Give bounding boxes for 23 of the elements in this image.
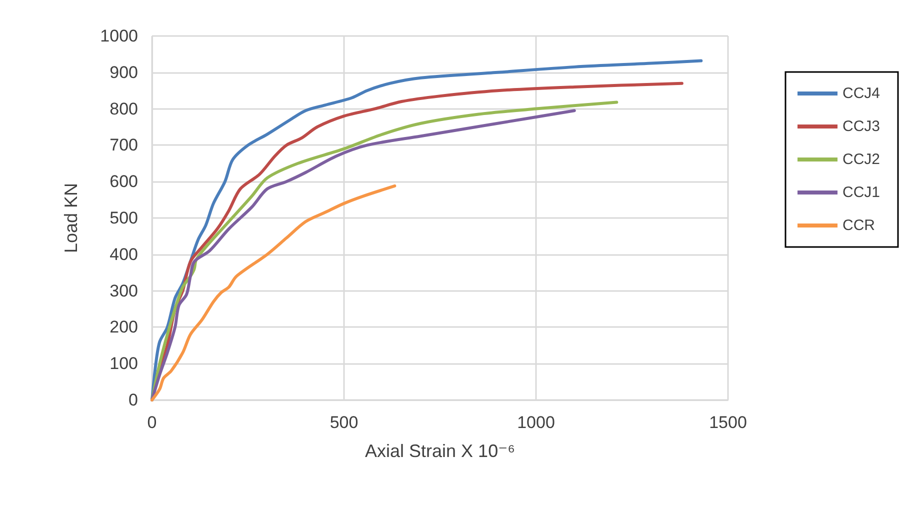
x-axis-title: Axial Strain X 10⁻⁶ (365, 441, 515, 461)
y-tick-label: 600 (110, 172, 138, 192)
y-tick-label: 400 (110, 244, 138, 264)
legend-label: CCJ4 (842, 85, 880, 102)
legend-label: CCJ2 (842, 151, 880, 168)
x-tick-label: 500 (330, 413, 358, 432)
y-tick-label: 100 (110, 354, 138, 374)
x-tick-label: 1500 (709, 413, 747, 432)
line-series (150, 184, 396, 402)
x-tick-label: 0 (147, 413, 157, 432)
y-tick-label: 700 (110, 136, 138, 155)
y-tick-label: 0 (128, 390, 138, 410)
legend-label: CCJ1 (842, 184, 880, 201)
y-axis-title: Load KN (61, 182, 81, 254)
y-tick-label: 200 (110, 318, 138, 337)
y-tick-label: 900 (110, 62, 138, 82)
y-tick-label: 500 (110, 208, 138, 228)
legend-label: CCJ3 (842, 118, 880, 135)
y-tick-label: 300 (110, 281, 138, 300)
x-tick-label: 1000 (517, 413, 555, 432)
legend-label: CCR (842, 217, 876, 234)
y-tick-label: 1000 (100, 26, 138, 46)
y-tick-label: 800 (110, 99, 138, 118)
